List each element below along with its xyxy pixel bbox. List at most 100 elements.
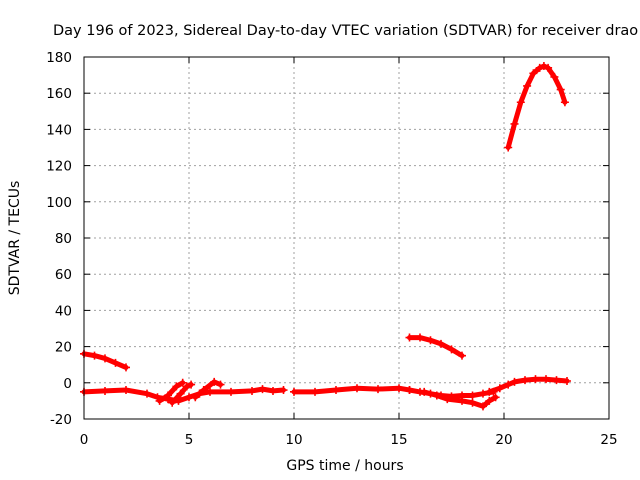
data-point xyxy=(191,393,200,402)
series-trace xyxy=(486,376,570,395)
data-point xyxy=(172,382,181,391)
data-point xyxy=(504,380,513,389)
data-point xyxy=(479,402,487,411)
y-tick-label: 40 xyxy=(55,303,72,319)
data-point xyxy=(485,396,494,405)
data-point xyxy=(178,378,187,387)
data-point xyxy=(216,380,225,389)
x-tick-label: 25 xyxy=(600,432,617,448)
series-arc-late-dip xyxy=(420,387,500,411)
data-point xyxy=(510,119,519,128)
x-tick-label: 15 xyxy=(390,432,407,448)
series-arc-spike-b xyxy=(168,380,196,407)
axis-ticks: 0 5 10 15 20 25 -20 0 20 40 60 80 100 120 140 160 180 xyxy=(46,50,617,448)
x-tick-label: 0 xyxy=(80,432,89,448)
data-point xyxy=(426,336,435,345)
y-tick-label: 160 xyxy=(46,86,72,102)
data-point xyxy=(332,386,340,395)
y-tick-label: 20 xyxy=(55,340,72,356)
y-tick-label: 80 xyxy=(55,231,72,247)
y-tick-label: 140 xyxy=(46,122,72,138)
series-arc-late-high xyxy=(504,62,569,152)
series-arc-mid-high xyxy=(405,333,466,360)
data-point xyxy=(199,386,208,395)
data-point xyxy=(491,393,500,402)
data-point xyxy=(529,69,538,78)
data-point xyxy=(485,387,494,396)
data-point xyxy=(416,333,424,342)
data-point xyxy=(552,376,561,385)
series-arc-rise-to-zero xyxy=(485,375,571,396)
y-tick-label: 180 xyxy=(46,50,72,66)
data-point xyxy=(550,72,559,81)
data-point xyxy=(269,386,277,395)
data-point xyxy=(206,387,214,396)
data-point xyxy=(353,384,361,393)
data-point xyxy=(290,387,298,396)
y-axis-title: SDTVAR / TECUs xyxy=(7,181,23,296)
data-point xyxy=(523,81,532,90)
data-point xyxy=(395,384,403,393)
data-point xyxy=(182,382,191,391)
data-point xyxy=(560,98,569,107)
series-trace xyxy=(505,63,568,150)
data-point xyxy=(122,386,130,395)
x-tick-label: 10 xyxy=(285,432,302,448)
data-point xyxy=(187,380,196,389)
data-point xyxy=(510,377,519,386)
data-point xyxy=(447,345,456,354)
data-point xyxy=(556,85,565,94)
data-point xyxy=(437,339,445,348)
y-tick-label: 0 xyxy=(63,376,72,392)
data-point xyxy=(168,398,177,407)
series-trace xyxy=(192,379,223,400)
data-point xyxy=(468,391,477,400)
series-arc-early-high xyxy=(80,349,130,372)
series-arc-spike-c xyxy=(191,377,225,402)
data-point xyxy=(143,389,151,398)
data-point xyxy=(479,389,487,398)
data-point xyxy=(248,386,256,395)
data-point xyxy=(531,375,540,384)
data-point xyxy=(539,62,548,71)
data-point xyxy=(563,376,571,385)
series-arc-spike-a xyxy=(155,378,187,405)
data-point xyxy=(443,395,452,404)
y-tick-label: 120 xyxy=(46,159,72,175)
data-point xyxy=(227,387,235,396)
data-point xyxy=(210,377,219,386)
data-point xyxy=(122,363,130,372)
data-point xyxy=(495,384,504,393)
data-points xyxy=(80,62,571,411)
data-point xyxy=(535,63,544,72)
x-tick-label: 5 xyxy=(185,432,194,448)
data-point xyxy=(504,143,513,152)
series-trace xyxy=(169,382,194,406)
data-point xyxy=(458,351,466,360)
y-tick-label: -20 xyxy=(50,412,72,428)
chart-title: Day 196 of 2023, Sidereal Day-to-day VTE… xyxy=(53,23,638,39)
y-tick-label: 100 xyxy=(46,195,72,211)
data-point xyxy=(432,391,441,400)
data-point xyxy=(458,396,466,405)
data-point xyxy=(405,386,414,395)
data-point xyxy=(311,387,319,396)
data-point xyxy=(90,351,99,360)
data-point xyxy=(420,387,429,396)
data-point xyxy=(374,385,382,394)
data-point xyxy=(405,333,414,342)
data-point xyxy=(111,358,120,367)
data-point xyxy=(155,396,164,405)
data-point xyxy=(516,98,525,107)
x-tick-label: 20 xyxy=(495,432,512,448)
x-axis-title: GPS time / hours xyxy=(286,458,403,474)
data-point xyxy=(544,63,553,72)
data-point xyxy=(521,376,529,385)
data-point xyxy=(542,375,550,384)
data-point xyxy=(101,354,109,363)
grid xyxy=(84,57,609,419)
series-trace xyxy=(157,380,186,404)
data-point xyxy=(279,386,288,395)
series-arc-mid-baseline xyxy=(290,384,414,396)
